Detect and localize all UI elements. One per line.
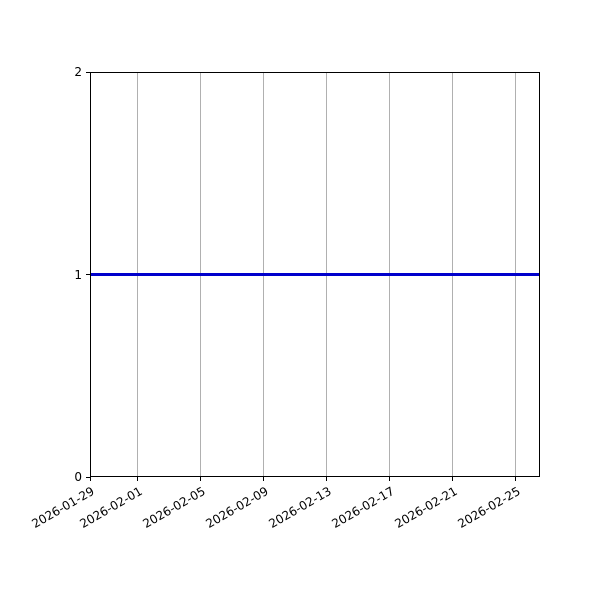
x-tick-mark bbox=[514, 477, 516, 481]
x-tick-label: 2026-02-05 bbox=[139, 484, 208, 531]
x-tick-mark bbox=[262, 477, 264, 481]
x-tick-label: 2026-02-25 bbox=[454, 484, 523, 531]
y-tick-label: 1 bbox=[74, 267, 82, 282]
y-tick-label: 0 bbox=[74, 470, 82, 484]
plot-spine-box bbox=[90, 72, 540, 477]
x-tick-mark bbox=[451, 477, 453, 481]
x-tick-mark bbox=[199, 477, 201, 481]
y-tick-label: 2 bbox=[74, 65, 82, 79]
x-tick-label: 2026-02-21 bbox=[391, 484, 460, 531]
y-tick-mark bbox=[86, 476, 90, 478]
x-tick-label: 2026-02-17 bbox=[328, 484, 397, 531]
x-tick-label: 2026-02-09 bbox=[202, 484, 271, 531]
y-tick-mark bbox=[86, 71, 90, 73]
x-tick-mark bbox=[388, 477, 390, 481]
x-tick-mark bbox=[325, 477, 327, 481]
series-line-constant-line bbox=[90, 273, 540, 276]
x-tick-mark bbox=[136, 477, 138, 481]
x-tick-mark bbox=[89, 477, 91, 481]
y-tick-mark bbox=[86, 274, 90, 275]
x-tick-label: 2026-02-13 bbox=[265, 484, 334, 531]
